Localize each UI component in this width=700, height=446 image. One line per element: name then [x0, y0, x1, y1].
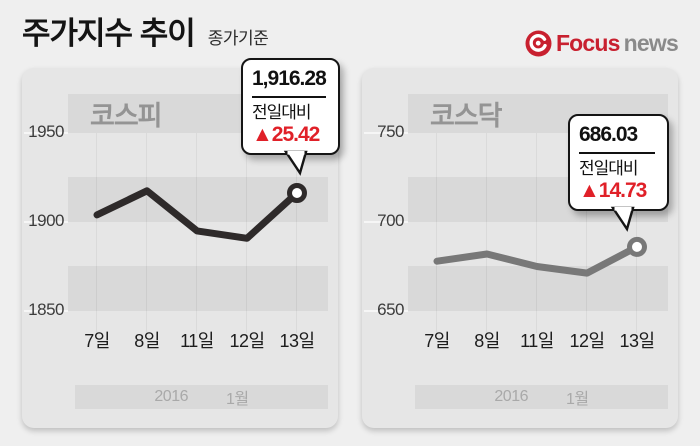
- kospi-callout: 1,916.28 전일대비 ▲25.42: [241, 58, 340, 176]
- gridline: [146, 133, 147, 333]
- kosdaq-x-tick: 7일: [424, 331, 450, 351]
- kosdaq-y-tick: 750: [377, 122, 404, 141]
- kospi-callout-label: 전일대비: [252, 103, 312, 122]
- kosdaq-x-tick: 12일: [569, 331, 605, 351]
- y-tick-line: [24, 221, 68, 223]
- page-title: 주가지수 추이: [22, 16, 196, 51]
- kosdaq-y-tick: 700: [377, 211, 404, 230]
- kospi-callout-value: 1,916.28: [252, 67, 327, 90]
- kosdaq-series-line: [433, 243, 641, 277]
- y-tick-line: [364, 221, 408, 223]
- gridline: [96, 133, 97, 333]
- logo-text-news: news: [623, 30, 679, 56]
- kospi-x-tick: 7일: [84, 331, 110, 351]
- gridline: [586, 133, 587, 333]
- kospi-band-1875-1850: [68, 266, 328, 311]
- kosdaq-y-tick: 650: [377, 300, 404, 319]
- y-tick-line: [364, 132, 408, 134]
- logo-text-focus: Focus: [555, 30, 621, 56]
- kospi-line-chart: [93, 183, 307, 242]
- kospi-y-tick: 1850: [28, 300, 64, 319]
- kosdaq-callout: 686.03 전일대비 ▲14.73: [568, 114, 669, 232]
- kosdaq-callout-label: 전일대비: [579, 159, 639, 178]
- callout-tail: [283, 150, 308, 176]
- page-subtitle: 종가기준: [207, 29, 269, 48]
- period-year: 2016: [154, 388, 188, 405]
- kospi-x-tick: 12일: [229, 331, 265, 351]
- callout-divider: [252, 96, 327, 98]
- y-tick-line: [364, 310, 408, 312]
- period-year: 2016: [494, 388, 528, 405]
- kospi-x-tick: 8일: [134, 331, 160, 351]
- gridline: [636, 133, 637, 333]
- kosdaq-callout-value: 686.03: [579, 123, 638, 146]
- gridline: [436, 133, 437, 333]
- kosdaq-callout-change: ▲14.73: [579, 179, 647, 202]
- kospi-series-line: [93, 187, 301, 242]
- y-tick-line: [24, 310, 68, 312]
- kosdaq-last-point-marker: [627, 236, 647, 257]
- period-month: 1월: [225, 391, 249, 408]
- y-tick-line: [24, 132, 68, 134]
- callout-tail: [610, 206, 635, 232]
- kospi-chart-title: 코스피: [90, 101, 163, 131]
- kospi-y-tick: 1900: [28, 211, 64, 230]
- gridline: [246, 133, 247, 333]
- callout-divider: [579, 152, 655, 154]
- kosdaq-band-675-650: [408, 266, 668, 311]
- kosdaq-x-tick: 8일: [474, 331, 500, 351]
- gridline: [486, 133, 487, 333]
- kospi-x-tick: 13일: [279, 331, 315, 351]
- gridline: [296, 133, 297, 333]
- kospi-period-band: 2016 1월: [75, 385, 328, 409]
- kosdaq-line-chart: [433, 236, 647, 277]
- kospi-callout-change: ▲25.42: [252, 123, 320, 146]
- kosdaq-chart-title: 코스닥: [430, 101, 503, 131]
- kosdaq-period-band: 2016 1월: [415, 385, 668, 409]
- kospi-chart-card: 코스피 1950 1900 1850 7일 8일 11일 12일 13일 1,9…: [22, 58, 340, 428]
- header: 주가지수 추이 종가기준: [22, 8, 269, 53]
- kosdaq-x-tick: 13일: [619, 331, 655, 351]
- kospi-y-tick: 1950: [28, 122, 64, 141]
- gridline: [536, 133, 537, 333]
- kospi-last-point-marker: [287, 183, 307, 203]
- period-month: 1월: [565, 391, 589, 408]
- focusnews-logo-icon: [525, 30, 552, 57]
- kospi-x-tick: 11일: [180, 331, 214, 351]
- focusnews-logo: Focus news: [525, 30, 679, 57]
- kosdaq-x-tick: 11일: [520, 331, 554, 351]
- kosdaq-chart-card: 코스닥 750 700 650 7일 8일 11일 12일 13일 686.03…: [362, 68, 678, 428]
